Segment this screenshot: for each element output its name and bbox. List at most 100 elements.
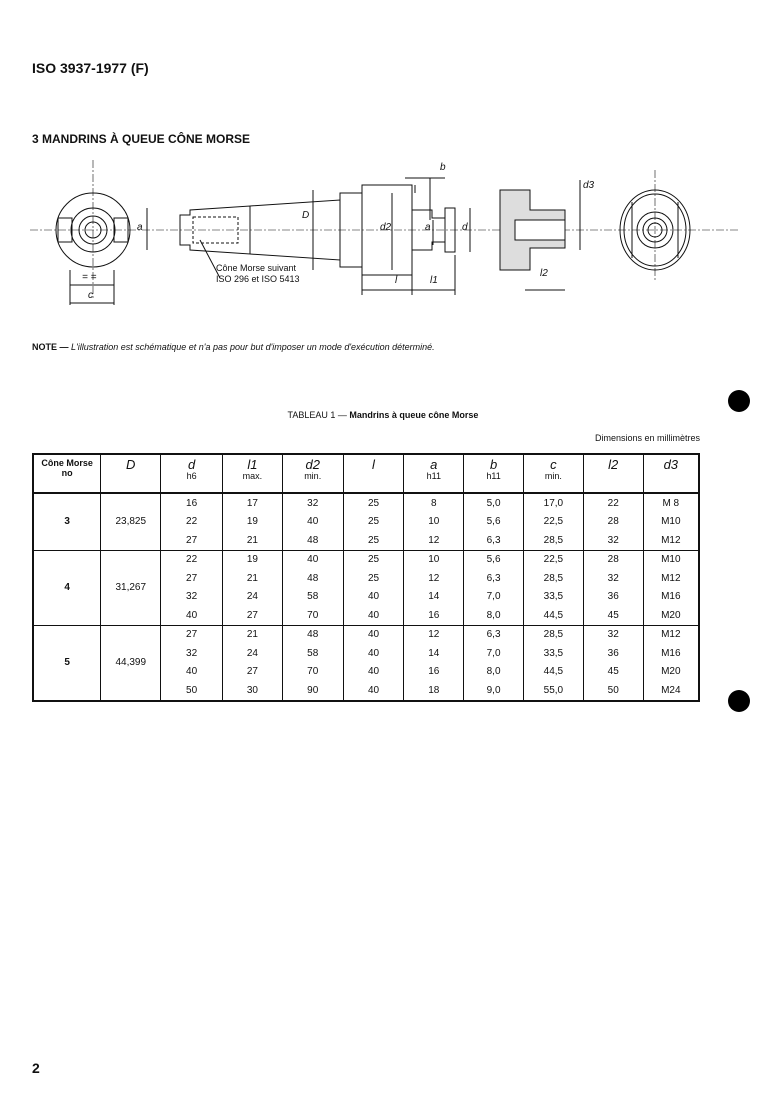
table-cell: 28 bbox=[582, 512, 644, 531]
table-cell: 40 bbox=[342, 606, 405, 626]
column-header: l1 max. bbox=[221, 454, 283, 494]
table-cell: 22,5 bbox=[522, 512, 584, 531]
table-cell: 25 bbox=[342, 512, 405, 531]
dim-d: d bbox=[462, 222, 468, 233]
table-cell: M20 bbox=[642, 662, 700, 681]
table-row: 32 24 58 40 14 7,0 33,5 36 M16 bbox=[33, 587, 700, 606]
table-cell: 32 bbox=[160, 587, 223, 606]
table-cell: 7,0 bbox=[463, 587, 524, 606]
dim-l2: l2 bbox=[540, 268, 548, 279]
table-caption: TABLEAU 1 — Mandrins à queue cône Morse bbox=[0, 410, 766, 420]
column-header: l bbox=[342, 454, 405, 494]
header-symbol: D bbox=[126, 457, 136, 472]
table-cell: 28,5 bbox=[522, 625, 584, 644]
table-cell: 27 bbox=[160, 625, 223, 644]
table-cell: 40 bbox=[160, 606, 223, 626]
table-cell: 27 bbox=[221, 662, 283, 681]
table-cell: 16 bbox=[403, 662, 465, 681]
table-cell: 58 bbox=[281, 644, 344, 663]
table-cell: 24 bbox=[221, 644, 283, 663]
table-cell: 32 bbox=[582, 569, 644, 588]
cell-morse-no: 3 bbox=[32, 493, 102, 551]
table-row: 22 19 40 25 10 5,6 22,5 28 M10 bbox=[33, 512, 700, 531]
dim-l1: l1 bbox=[430, 275, 438, 286]
table-row: 3 23,825 16 17 32 25 8 5,0 17,0 22 M 8 bbox=[32, 493, 700, 551]
table-cell: M24 bbox=[642, 681, 700, 701]
caption-prefix: TABLEAU 1 — bbox=[287, 410, 350, 420]
table-row: 4 31,267 22 19 40 25 10 5,6 22,5 28 M10 bbox=[32, 550, 700, 626]
table-row: 27 21 48 25 12 6,3 28,5 32 M12 bbox=[33, 569, 700, 588]
cell-D: 44,399 bbox=[100, 625, 162, 701]
table-cell: 40 bbox=[342, 662, 405, 681]
table-cell: 12 bbox=[403, 569, 465, 588]
table-cell: 21 bbox=[221, 625, 283, 644]
dim-a-left: a bbox=[137, 222, 143, 233]
dim-d2: d2 bbox=[380, 222, 392, 233]
table-cell: 19 bbox=[221, 550, 283, 569]
header-symbol: l1 bbox=[247, 457, 258, 472]
table-cell: 55,0 bbox=[522, 681, 584, 701]
table-row: 5 44,399 27 21 48 40 12 6,3 28,5 32 M12 bbox=[32, 625, 700, 701]
column-header: d3 bbox=[642, 454, 700, 494]
table-cell: 22,5 bbox=[522, 550, 584, 569]
table-cell: 16 bbox=[160, 493, 223, 513]
document-header: ISO 3937-1977 (F) bbox=[32, 60, 149, 76]
table-cell: 40 bbox=[342, 681, 405, 701]
column-header: d2 min. bbox=[281, 454, 344, 494]
table-cell: 16 bbox=[403, 606, 465, 626]
table-cell: 25 bbox=[342, 569, 405, 588]
column-header: a h11 bbox=[403, 454, 465, 494]
column-header: l2 bbox=[582, 454, 644, 494]
table-cell: 32 bbox=[281, 493, 344, 513]
header-symbol: b bbox=[489, 457, 498, 472]
table-cell: 48 bbox=[281, 625, 344, 644]
table-cell: 36 bbox=[582, 587, 644, 606]
page-number: 2 bbox=[32, 1060, 40, 1076]
header-symbol: d3 bbox=[663, 457, 679, 472]
table-cell: 22 bbox=[582, 493, 644, 513]
dim-a: a bbox=[425, 222, 431, 233]
table-cell: 28 bbox=[582, 550, 644, 569]
header-symbol: d2 bbox=[305, 457, 320, 472]
table-cell: 22 bbox=[160, 550, 223, 569]
dim-l: l bbox=[395, 275, 398, 286]
table-cell: 90 bbox=[281, 681, 344, 701]
table-cell: 40 bbox=[342, 644, 405, 663]
punch-hole bbox=[728, 390, 750, 412]
table-cell: 14 bbox=[403, 587, 465, 606]
table-cell: M10 bbox=[642, 512, 700, 531]
table-cell: 8,0 bbox=[463, 606, 524, 626]
table-cell: 6,3 bbox=[463, 531, 524, 551]
table-cell: M10 bbox=[642, 550, 700, 569]
table-cell: 17,0 bbox=[522, 493, 584, 513]
table-cell: 21 bbox=[221, 531, 283, 551]
header-symbol: l bbox=[372, 457, 375, 472]
dim-c: c bbox=[88, 290, 93, 301]
table-row: 27 21 48 25 12 6,3 28,5 32 M12 bbox=[33, 531, 700, 551]
callout-line2: ISO 296 et ISO 5413 bbox=[216, 274, 300, 284]
header-qualifier: min. bbox=[544, 471, 562, 481]
header-qualifier: h6 bbox=[186, 471, 197, 481]
units-note: Dimensions en millimètres bbox=[594, 433, 700, 443]
table-cell: 24 bbox=[221, 587, 283, 606]
table-cell: 6,3 bbox=[463, 569, 524, 588]
table-cell: 45 bbox=[582, 606, 644, 626]
cell-D: 23,825 bbox=[100, 493, 162, 551]
table-cell: 27 bbox=[160, 569, 223, 588]
table-cell: 44,5 bbox=[522, 662, 584, 681]
table-cell: 70 bbox=[281, 606, 344, 626]
table-cell: M20 bbox=[642, 606, 700, 626]
table-cell: 44,5 bbox=[522, 606, 584, 626]
table-cell: M16 bbox=[642, 587, 700, 606]
table-cell: 8 bbox=[403, 493, 465, 513]
header-symbol: c bbox=[550, 457, 557, 472]
table-cell: 5,0 bbox=[463, 493, 524, 513]
caption-title: Mandrins à queue cône Morse bbox=[349, 410, 479, 420]
header-qualifier: h11 bbox=[486, 471, 501, 481]
table-cell: 36 bbox=[582, 644, 644, 663]
cell-D: 31,267 bbox=[100, 550, 162, 626]
note: NOTE — L'illustration est schématique et… bbox=[32, 342, 435, 352]
header-symbol: l2 bbox=[608, 457, 619, 472]
note-prefix: NOTE — bbox=[32, 342, 72, 352]
